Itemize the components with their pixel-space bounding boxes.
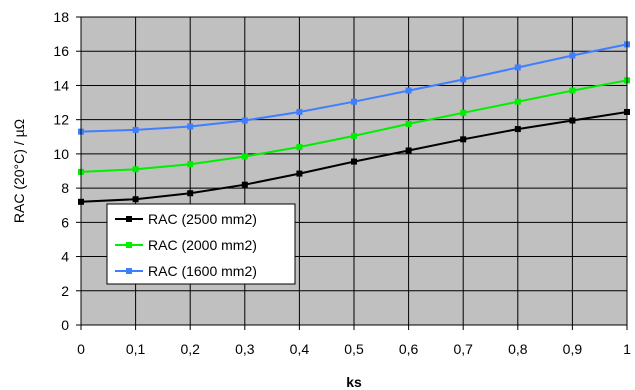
data-point bbox=[514, 64, 521, 71]
data-point bbox=[296, 144, 303, 151]
legend-item: RAC (2500 mm2) bbox=[115, 211, 257, 227]
x-tick-label: 0,6 bbox=[399, 341, 419, 357]
y-tick-label: 0 bbox=[61, 317, 69, 333]
y-axis-ticks: 0 2 4 6 8 10 12 14 16 18 bbox=[53, 9, 81, 333]
legend-label: RAC (2500 mm2) bbox=[148, 211, 257, 227]
data-point bbox=[241, 181, 248, 188]
data-point bbox=[132, 166, 139, 173]
legend-swatch-marker bbox=[126, 268, 132, 274]
x-tick-label: 0,8 bbox=[508, 341, 528, 357]
y-tick-label: 12 bbox=[53, 112, 69, 128]
x-axis-label: ks bbox=[346, 374, 362, 390]
x-tick-label: 0,7 bbox=[453, 341, 473, 357]
x-tick-label: 0,1 bbox=[126, 341, 146, 357]
series-1 bbox=[78, 77, 630, 175]
data-point bbox=[351, 158, 357, 165]
data-point bbox=[187, 190, 194, 197]
plot-border bbox=[80, 16, 628, 326]
legend-label: RAC (1600 mm2) bbox=[148, 263, 257, 279]
data-point bbox=[351, 98, 357, 105]
legend: RAC (2500 mm2) RAC (2000 mm2) RAC (1600 mm… bbox=[106, 203, 296, 285]
y-tick-label: 16 bbox=[53, 43, 69, 59]
x-tick-label: 0,9 bbox=[563, 341, 583, 357]
x-tick-label: 0 bbox=[77, 341, 85, 357]
data-point bbox=[514, 126, 521, 133]
data-point bbox=[351, 132, 357, 139]
data-point bbox=[132, 196, 139, 203]
data-point bbox=[460, 76, 467, 83]
data-point bbox=[569, 87, 576, 94]
y-tick-label: 6 bbox=[61, 214, 69, 230]
x-tick-label: 1 bbox=[623, 341, 631, 357]
x-tick-label: 0,2 bbox=[180, 341, 200, 357]
data-point bbox=[514, 98, 521, 105]
y-tick-label: 4 bbox=[61, 249, 69, 265]
data-point bbox=[187, 161, 194, 168]
legend-swatch-marker bbox=[126, 216, 132, 222]
x-tick-label: 0,3 bbox=[235, 341, 255, 357]
x-tick-label: 0,5 bbox=[344, 341, 364, 357]
y-tick-label: 18 bbox=[53, 9, 69, 25]
x-axis-ticks: 0 0,1 0,2 0,3 0,4 0,5 0,6 0,7 0,8 0,9 1 bbox=[77, 325, 631, 357]
data-point bbox=[296, 108, 303, 115]
data-point bbox=[569, 52, 576, 59]
data-point bbox=[460, 136, 467, 143]
legend-label: RAC (2000 mm2) bbox=[148, 237, 257, 253]
legend-swatch-marker bbox=[126, 242, 132, 248]
data-point bbox=[296, 170, 303, 177]
data-point bbox=[241, 153, 248, 160]
y-tick-label: 2 bbox=[61, 283, 69, 299]
legend-item: RAC (1600 mm2) bbox=[115, 263, 257, 279]
x-tick-label: 0,4 bbox=[290, 341, 310, 357]
data-point bbox=[460, 109, 467, 116]
data-point bbox=[569, 117, 576, 124]
y-tick-label: 8 bbox=[61, 180, 69, 196]
y-axis-label: RAC (20°C) / µΩ bbox=[11, 119, 27, 223]
data-point bbox=[132, 126, 139, 133]
data-point bbox=[405, 147, 412, 154]
legend-item: RAC (2000 mm2) bbox=[115, 237, 257, 253]
data-point bbox=[405, 87, 412, 94]
y-tick-label: 14 bbox=[53, 77, 69, 93]
data-point bbox=[241, 117, 248, 124]
data-point bbox=[187, 123, 194, 130]
y-tick-label: 10 bbox=[53, 146, 69, 162]
data-point bbox=[405, 120, 412, 127]
